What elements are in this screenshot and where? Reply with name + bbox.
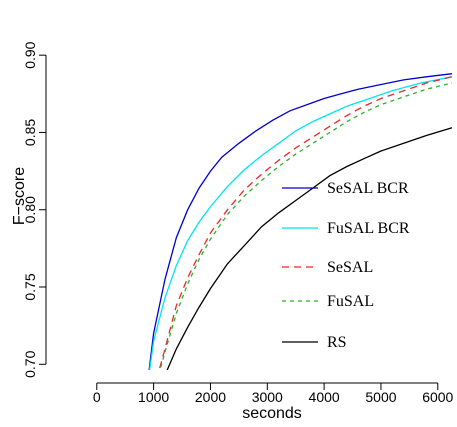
series-line-rs <box>166 127 453 370</box>
x-tick-label: 6000 <box>422 389 453 405</box>
y-axis-title: F−score <box>11 167 28 225</box>
legend-label: FuSAL BCR <box>327 220 410 237</box>
legend-label: SeSAL <box>327 259 373 276</box>
axes: 0 1000 2000 3000 4000 5000 6000 0.70 0.75 0.80 0.8… <box>22 41 454 405</box>
legend-label: RS <box>327 334 347 351</box>
series-line-fusal-bcr <box>148 76 453 370</box>
x-tick-label: 3000 <box>252 389 283 405</box>
x-tick-label: 5000 <box>365 389 396 405</box>
series-line-sesal-bcr <box>148 73 453 370</box>
x-tick-label: 2000 <box>195 389 226 405</box>
x-tick-label: 0 <box>93 389 101 405</box>
y-tick-label: 0.70 <box>22 350 38 377</box>
x-tick-label: 4000 <box>309 389 340 405</box>
y-tick-label: 0.90 <box>22 41 38 68</box>
y-tick-label: 0.75 <box>22 273 38 300</box>
y-tick-label: 0.85 <box>22 119 38 146</box>
series-line-sesal <box>158 76 453 370</box>
series-layer <box>148 73 453 370</box>
y-tick-label: 0.80 <box>22 196 38 223</box>
x-tick-label: 1000 <box>138 389 169 405</box>
legend: SeSAL BCR FuSAL BCR SeSAL FuSAL RS <box>282 180 410 351</box>
legend-label: SeSAL BCR <box>327 180 409 197</box>
x-axis-title: seconds <box>242 405 302 422</box>
legend-label: FuSAL <box>327 293 374 310</box>
